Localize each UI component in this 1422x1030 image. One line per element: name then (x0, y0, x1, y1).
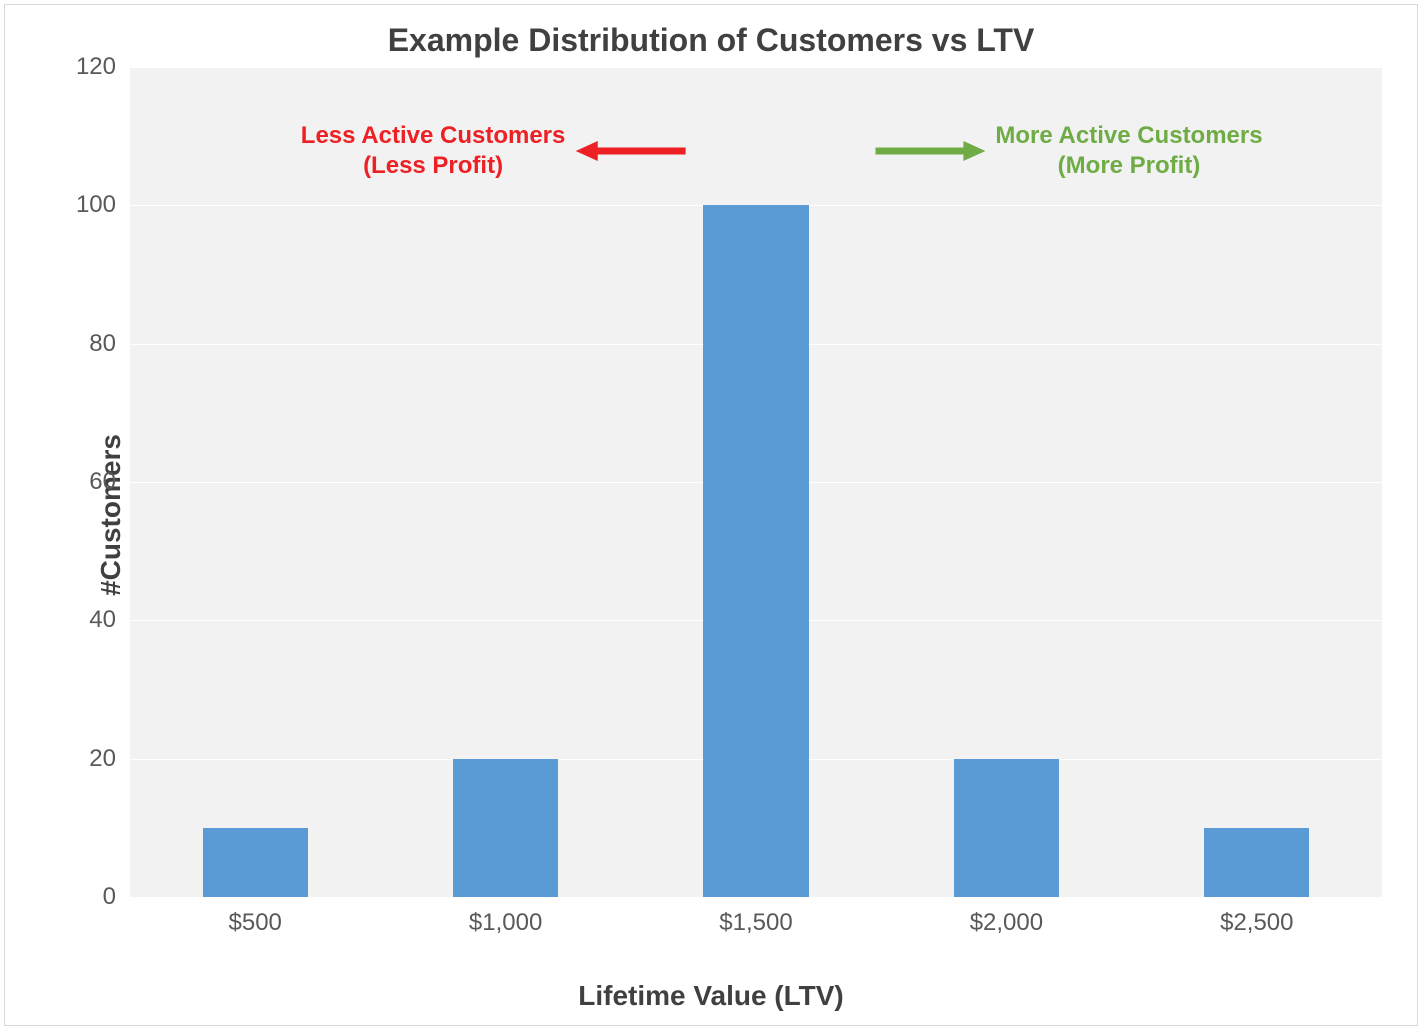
annotation-less-active: Less Active Customers (Less Profit) (301, 121, 686, 181)
annotation-more-active: More Active Customers (More Profit) (875, 121, 1262, 181)
annotation-text: Less Active Customers (Less Profit) (301, 121, 566, 181)
bar (453, 759, 558, 897)
y-tick-label: 60 (89, 468, 130, 496)
annotation-text: More Active Customers (More Profit) (995, 121, 1262, 181)
y-tick-label: 80 (89, 330, 130, 358)
gridline (130, 67, 1382, 68)
bar (954, 759, 1059, 897)
y-axis-title: #Customers (95, 434, 127, 596)
y-tick-label: 120 (76, 53, 130, 81)
annotation-line: Less Active Customers (301, 121, 566, 151)
y-tick-label: 40 (89, 606, 130, 634)
annotation-line: (Less Profit) (301, 151, 566, 181)
x-tick-label: $1,500 (719, 897, 792, 937)
arrow-right-icon (875, 138, 985, 164)
y-tick-label: 100 (76, 191, 130, 219)
bar (703, 205, 808, 897)
annotation-line: More Active Customers (995, 121, 1262, 151)
bar (1204, 828, 1309, 897)
x-tick-label: $2,000 (970, 897, 1043, 937)
y-tick-label: 0 (103, 883, 130, 911)
x-tick-label: $500 (228, 897, 281, 937)
annotation-line: (More Profit) (995, 151, 1262, 181)
y-tick-label: 20 (89, 745, 130, 773)
plot-wrap: 020406080100120$500$1,000$1,500$2,000$2,… (130, 67, 1382, 897)
bar (203, 828, 308, 897)
chart-container: Example Distribution of Customers vs LTV… (0, 0, 1422, 1030)
x-tick-label: $2,500 (1220, 897, 1293, 937)
x-tick-label: $1,000 (469, 897, 542, 937)
x-axis-title: Lifetime Value (LTV) (578, 980, 844, 1012)
arrow-left-icon (575, 138, 685, 164)
chart-title: Example Distribution of Customers vs LTV (10, 10, 1412, 67)
plot-area: 020406080100120$500$1,000$1,500$2,000$2,… (130, 67, 1382, 897)
